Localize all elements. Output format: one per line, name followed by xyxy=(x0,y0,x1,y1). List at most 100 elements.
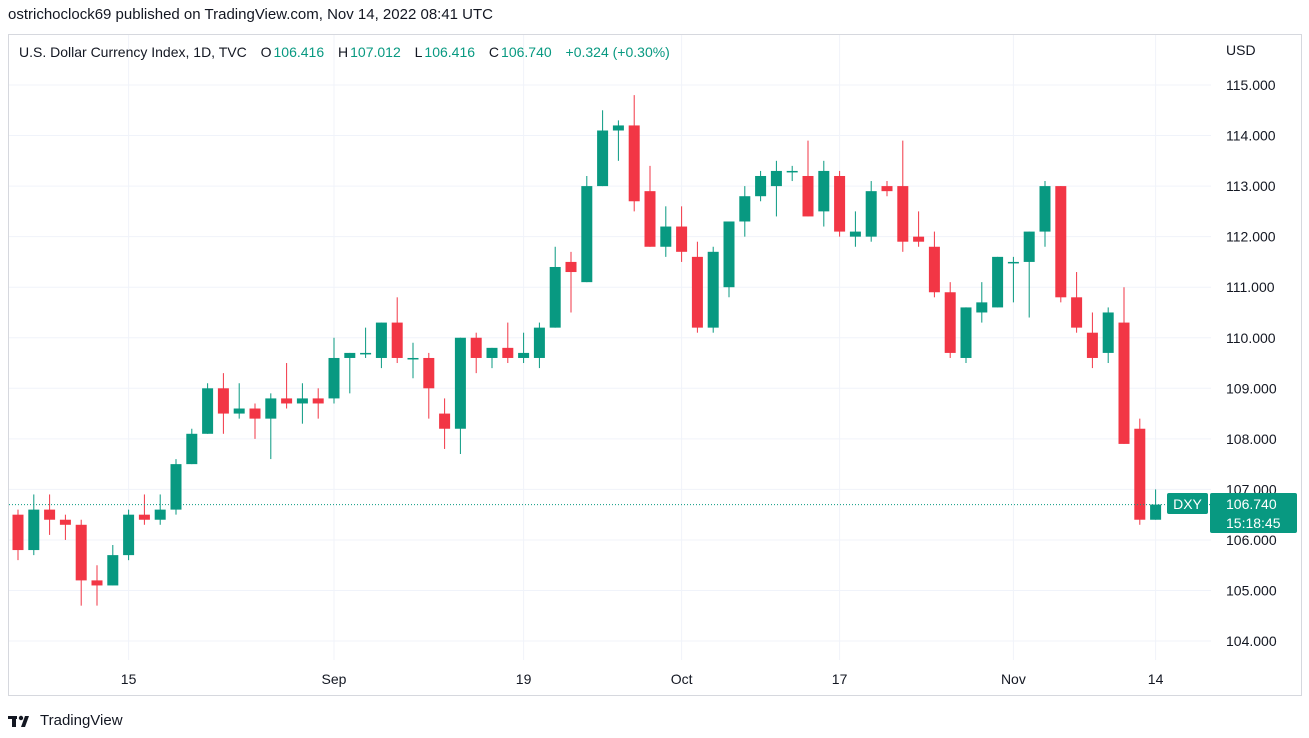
candle-body xyxy=(75,524,87,581)
candle xyxy=(992,256,1004,308)
candle xyxy=(707,246,719,333)
candle xyxy=(597,110,609,187)
change-value: +0.324 (+0.30%) xyxy=(565,44,670,60)
close-value: 106.740 xyxy=(501,44,552,60)
candle-body xyxy=(1023,231,1035,262)
candle xyxy=(849,211,861,247)
publication-line: ostrichoclock69 published on TradingView… xyxy=(8,6,494,23)
candle-body xyxy=(707,251,719,328)
candle xyxy=(1007,256,1019,303)
candle xyxy=(344,352,356,394)
candle xyxy=(881,181,893,197)
candle xyxy=(865,181,877,242)
candle-body xyxy=(755,175,767,197)
last-price-label: 106.740 xyxy=(1226,496,1277,512)
candle-body xyxy=(976,302,988,313)
y-tick-label: 105.000 xyxy=(1226,583,1277,599)
candle xyxy=(44,494,56,535)
y-tick-label: 104.000 xyxy=(1226,633,1277,649)
candle xyxy=(107,545,119,586)
candle xyxy=(281,363,293,409)
chart-frame xyxy=(8,34,1302,696)
candle-body xyxy=(1039,186,1051,232)
candle xyxy=(818,160,830,227)
ticker-tag-background xyxy=(1167,493,1208,514)
candle xyxy=(897,140,909,252)
candle-body xyxy=(597,130,609,187)
candle-body xyxy=(960,307,972,358)
candle xyxy=(312,388,324,419)
candle-body xyxy=(454,337,466,429)
candle xyxy=(75,519,87,606)
candle-body xyxy=(439,413,451,429)
candle xyxy=(1086,312,1098,369)
symbol-title: U.S. Dollar Currency Index, 1D, TVC xyxy=(19,44,247,60)
candle xyxy=(170,459,182,515)
candle xyxy=(154,494,166,525)
y-tick-label: 110.000 xyxy=(1226,330,1276,346)
candle xyxy=(202,383,214,434)
candle-body xyxy=(612,125,624,131)
x-tick-label: Sep xyxy=(322,671,347,687)
ohlc-legend: U.S. Dollar Currency Index, 1D, TVC O 106… xyxy=(19,44,672,60)
candle-body xyxy=(818,170,830,212)
candle-body xyxy=(1007,261,1019,264)
candle-body xyxy=(897,186,909,242)
candle-body xyxy=(154,509,166,520)
price-tag: DXY 106.740 15:18:45 xyxy=(1167,493,1297,533)
candle xyxy=(407,342,419,379)
footer-brand: TradingView xyxy=(40,712,123,729)
candle xyxy=(375,322,387,369)
y-tick-label: 106.000 xyxy=(1226,532,1277,548)
candle-body xyxy=(1134,428,1146,520)
candle-body xyxy=(834,175,846,232)
candle-body xyxy=(518,352,530,358)
candle xyxy=(12,509,24,561)
candle-body xyxy=(1150,504,1162,520)
candle-body xyxy=(676,226,688,252)
y-tick-label: 113.000 xyxy=(1226,178,1276,194)
candle xyxy=(233,383,245,419)
candle xyxy=(470,332,482,374)
candle-body xyxy=(1118,322,1130,444)
y-tick-label: 111.000 xyxy=(1226,279,1275,295)
y-tick-label: 109.000 xyxy=(1226,380,1277,396)
candle xyxy=(960,307,972,364)
candle-body xyxy=(849,231,861,237)
candle xyxy=(1055,186,1067,303)
candle-body xyxy=(533,327,545,358)
x-tick-label: 14 xyxy=(1148,671,1164,687)
candle xyxy=(486,347,498,369)
candle-body xyxy=(1071,297,1083,328)
candle xyxy=(802,140,814,217)
candle-body xyxy=(770,170,782,187)
low-key: L xyxy=(414,44,423,60)
candle xyxy=(138,494,150,525)
ticker-tag-label: DXY xyxy=(1173,496,1202,512)
x-tick-label: Nov xyxy=(1001,671,1026,687)
candle-body xyxy=(913,236,925,242)
candle-body xyxy=(865,191,877,237)
candle-body xyxy=(992,256,1004,308)
candle xyxy=(1102,307,1114,364)
candle-body xyxy=(249,408,261,419)
candle-body xyxy=(170,464,182,510)
candle xyxy=(1039,181,1051,247)
candle-body xyxy=(660,226,672,247)
candle-body xyxy=(91,580,103,586)
footer[interactable]: TradingView xyxy=(8,712,123,729)
candle xyxy=(59,514,71,540)
candle xyxy=(28,494,40,556)
candle-body xyxy=(486,347,498,358)
candle-body xyxy=(881,186,893,192)
candle-body xyxy=(312,398,324,404)
candle-body xyxy=(217,388,229,414)
candle xyxy=(533,322,545,369)
candle xyxy=(423,352,435,419)
candle xyxy=(1071,272,1083,333)
candle-body xyxy=(59,519,71,525)
candle xyxy=(565,251,577,313)
x-tick-label: 17 xyxy=(832,671,848,687)
candles xyxy=(12,95,1162,606)
